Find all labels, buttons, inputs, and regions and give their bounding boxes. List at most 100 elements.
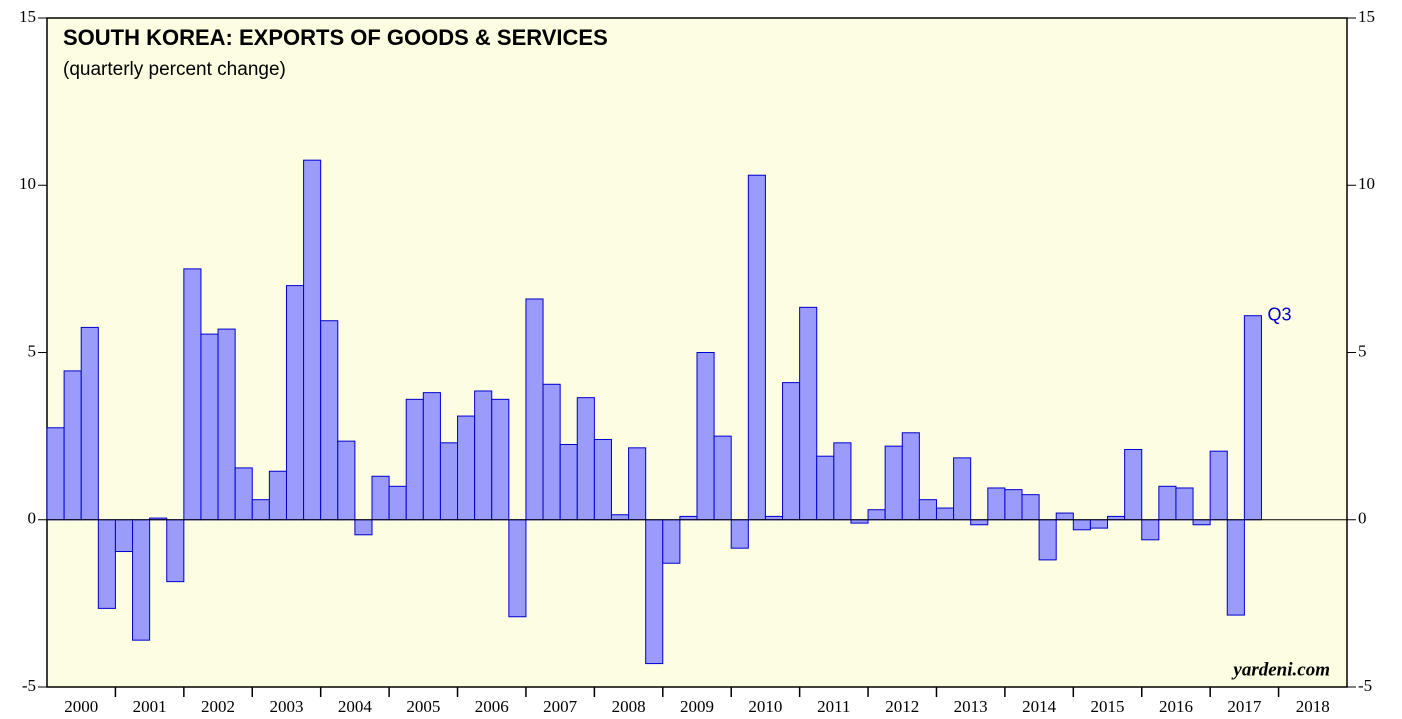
- x-tick-label: 2018: [1296, 697, 1330, 716]
- x-tick-label: 2005: [406, 697, 440, 716]
- x-tick-label: 2000: [64, 697, 98, 716]
- x-tick-label: 2016: [1159, 697, 1193, 716]
- chart-title: SOUTH KOREA: EXPORTS OF GOODS & SERVICES: [63, 25, 608, 50]
- x-tick-label: 2006: [475, 697, 509, 716]
- x-tick-label: 2004: [338, 697, 373, 716]
- bar: [559, 443, 578, 521]
- y-tick-label: 15: [1358, 7, 1375, 26]
- bar: [713, 435, 732, 521]
- bar: [320, 320, 339, 521]
- x-tick-label: 2001: [133, 697, 167, 716]
- bar: [388, 485, 407, 521]
- bar: [576, 397, 595, 521]
- credit: yardeni.com: [1231, 659, 1330, 680]
- y-tick-label: 0: [1358, 509, 1367, 528]
- bar: [1038, 519, 1057, 561]
- bar: [662, 519, 681, 564]
- y-tick-label: 5: [28, 341, 37, 360]
- y-tick-label: -5: [1358, 676, 1372, 695]
- bar: [901, 432, 920, 521]
- bar: [935, 507, 955, 521]
- bar: [525, 298, 544, 521]
- bar: [1192, 519, 1211, 526]
- y-tick-label: 15: [19, 7, 36, 26]
- bar: [1158, 485, 1177, 521]
- x-tick-label: 2008: [612, 697, 646, 716]
- bar: [679, 515, 698, 521]
- bar: [593, 438, 612, 521]
- bar: [1004, 489, 1023, 521]
- bar: [747, 174, 766, 521]
- bar: [63, 370, 82, 521]
- x-tick-label: 2012: [885, 697, 919, 716]
- bar: [405, 398, 424, 521]
- bar: [799, 306, 818, 521]
- bar: [303, 159, 322, 521]
- bar: [833, 442, 852, 521]
- x-tick-label: 2017: [1227, 697, 1262, 716]
- bar: [542, 383, 561, 521]
- bar: [234, 467, 253, 521]
- x-tick-label: 2003: [269, 697, 303, 716]
- bar: [97, 519, 116, 609]
- bar: [610, 514, 630, 521]
- y-tick-label: 10: [1358, 174, 1375, 193]
- bar: [918, 499, 937, 521]
- bar: [1124, 449, 1143, 521]
- x-tick-label: 2009: [680, 697, 714, 716]
- bar: [1055, 512, 1074, 521]
- bar: [1107, 515, 1126, 521]
- x-tick-label: 2015: [1091, 697, 1125, 716]
- x-tick-label: 2010: [748, 697, 782, 716]
- bar: [268, 470, 287, 521]
- x-tick-label: 2002: [201, 697, 235, 716]
- x-tick-label: 2011: [817, 697, 850, 716]
- x-tick-label: 2013: [954, 697, 988, 716]
- bar: [953, 457, 972, 521]
- bar: [114, 519, 134, 553]
- bar: [439, 442, 459, 521]
- bar: [354, 519, 373, 536]
- y-tick-label: 0: [28, 509, 37, 528]
- bar: [645, 519, 664, 665]
- bar: [764, 515, 784, 521]
- bar: [884, 445, 903, 521]
- x-tick-label: 2007: [543, 697, 578, 716]
- bar: [1175, 487, 1194, 521]
- y-tick-label: 10: [19, 174, 36, 193]
- bar: [422, 392, 441, 521]
- bar: [251, 499, 270, 521]
- bar: [285, 285, 305, 521]
- bar: [816, 455, 835, 521]
- bar: [1141, 519, 1160, 541]
- bar: [371, 475, 390, 521]
- bar: [1243, 315, 1262, 521]
- bar: [46, 427, 65, 521]
- bar: [508, 519, 527, 618]
- bar: [1226, 519, 1245, 616]
- bar: [1072, 519, 1091, 531]
- bar: [217, 328, 236, 521]
- bar: [132, 519, 151, 641]
- y-tick-label: 5: [1358, 341, 1367, 360]
- bar: [80, 326, 99, 521]
- bar: [1209, 450, 1228, 521]
- bar: [337, 440, 356, 521]
- bar: [1089, 519, 1109, 529]
- bar: [730, 519, 749, 549]
- annotation: Q3: [1267, 304, 1291, 324]
- y-tick-label: -5: [22, 676, 36, 695]
- bar: [987, 487, 1006, 521]
- bar: [166, 519, 185, 583]
- bar: [782, 382, 801, 521]
- x-tick-label: 2014: [1022, 697, 1057, 716]
- bar: [183, 268, 202, 521]
- bar: [696, 352, 715, 521]
- bar: [1021, 494, 1040, 521]
- bar: [970, 519, 989, 526]
- chart-subtitle: (quarterly percent change): [63, 59, 286, 80]
- bar: [474, 390, 493, 521]
- bar: [457, 415, 476, 521]
- bar: [491, 398, 510, 521]
